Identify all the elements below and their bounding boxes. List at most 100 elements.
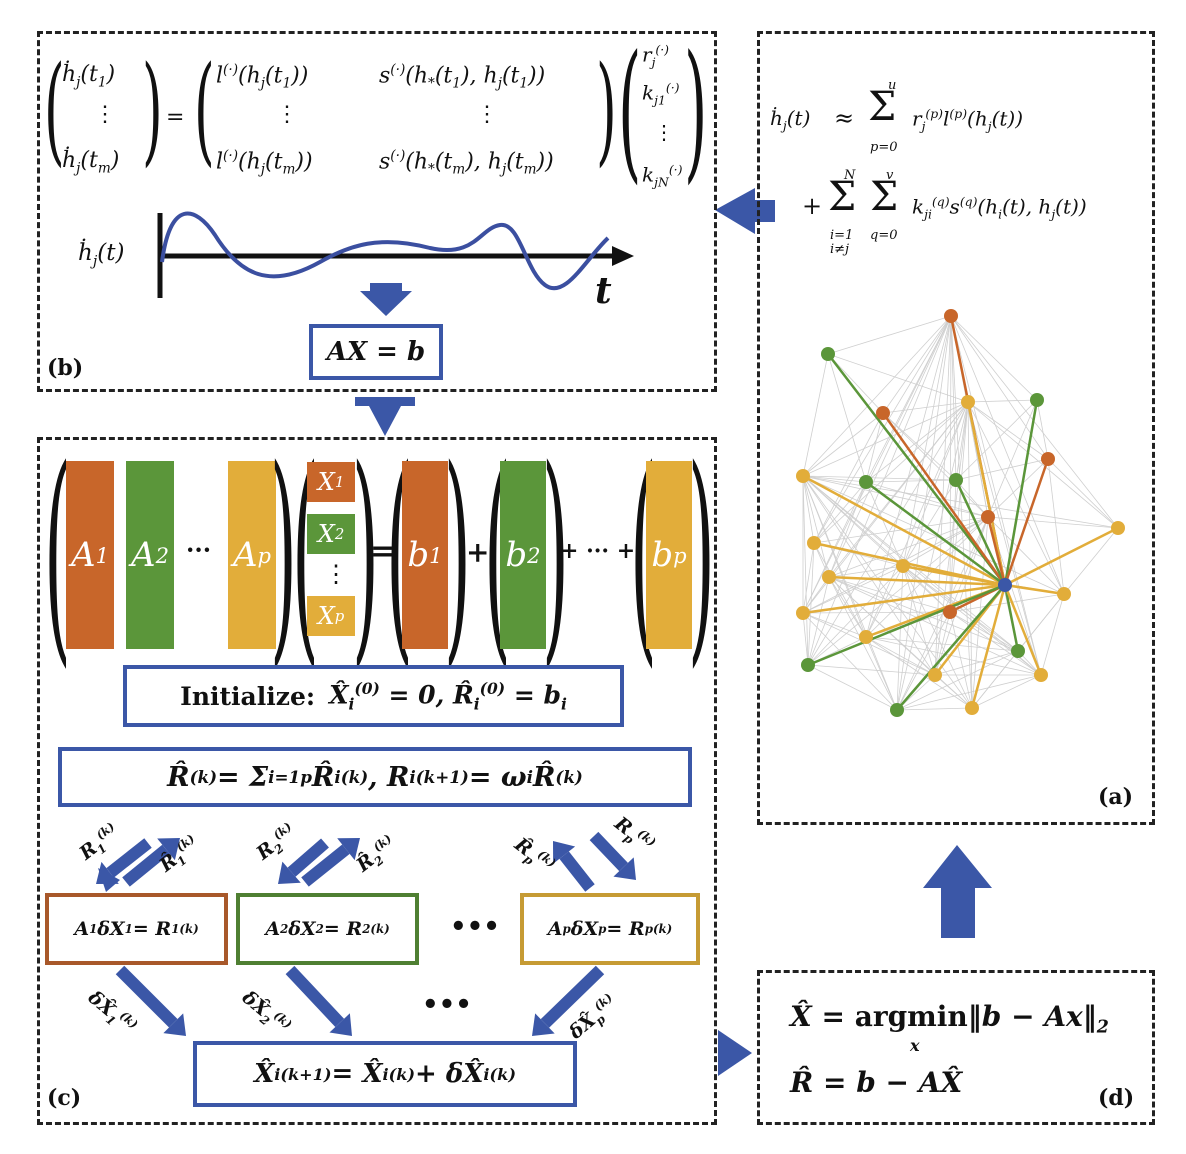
network-node: [1034, 668, 1048, 682]
network-node: [1011, 644, 1025, 658]
network-edge: [1047, 458, 1065, 595]
network-edge: [802, 611, 951, 614]
panel-a: [757, 31, 1155, 825]
network-edge: [802, 475, 1065, 595]
argmin-subscript: x: [910, 1036, 920, 1055]
network-edge: [802, 475, 830, 578]
arrow-dX2-shaft: [285, 965, 345, 1027]
hub-edge: [902, 564, 1006, 587]
arrow-R1hat-up-shaft: [122, 844, 170, 887]
network-edge: [802, 401, 969, 477]
panel-b: [37, 31, 717, 392]
network-node: [896, 559, 910, 573]
subproblem-2: A 2 δX 2 = R 2 (k): [236, 893, 419, 965]
network-edge: [896, 707, 973, 711]
network-edge: [865, 636, 1042, 676]
residual-equation: R̂ = b − AX̂: [790, 1066, 963, 1099]
network-edge: [813, 481, 867, 544]
network-edge: [802, 315, 952, 477]
network-edge: [802, 612, 898, 711]
arrow-dX1-head: [163, 1013, 186, 1036]
paren-X-right: ): [352, 421, 379, 688]
network-edge: [802, 612, 809, 666]
curve-label: ḣj(t): [78, 240, 125, 270]
axb-box: AX = b: [309, 324, 443, 380]
equals-sign: =: [370, 534, 396, 569]
network-edge: [950, 315, 1119, 529]
network-edge: [949, 593, 1065, 613]
arrow-dXp-shaft: [540, 965, 605, 1028]
network-edge: [865, 479, 957, 483]
network-edge: [967, 401, 1042, 676]
network-edge: [896, 650, 1019, 711]
network-edge: [802, 565, 904, 614]
network-edge: [902, 315, 952, 567]
network-edge: [902, 401, 969, 567]
hub-edge: [802, 474, 1006, 587]
network-node: [876, 406, 890, 420]
arrow-R1-down-head: [96, 861, 119, 884]
network-edge: [865, 481, 904, 567]
network-edge: [902, 565, 951, 613]
arrow-Rp-down-head: [613, 857, 636, 880]
network-edge: [1040, 593, 1065, 676]
arrow-R2-down-shaft: [287, 838, 329, 877]
network-edge: [955, 479, 989, 518]
network-edge: [807, 401, 969, 666]
arrow-down-inner: [360, 283, 412, 316]
arrow-R1hat-up-head: [157, 838, 180, 861]
network-edge: [949, 315, 952, 613]
network-edge: [902, 565, 973, 709]
network-edge: [813, 401, 969, 544]
network-node: [1041, 452, 1055, 466]
plus-dots: + ··· +: [560, 538, 636, 564]
hub-edge: [1003, 399, 1039, 586]
network-edge: [955, 399, 1038, 481]
network-edge: [865, 636, 936, 676]
network-edge: [828, 315, 952, 578]
network-edge: [828, 576, 1019, 652]
network-node: [796, 469, 810, 483]
panel-a-label: (a): [1098, 784, 1134, 810]
network-node: [796, 606, 810, 620]
network-node: [928, 668, 942, 682]
network-edge: [865, 412, 884, 483]
panel-c-label: (c): [47, 1085, 82, 1111]
argmin-equation: X̂ = argmin‖b − Ax‖2: [790, 1000, 1109, 1038]
network-edge: [896, 611, 951, 711]
arrow-Rphat-up-head: [553, 841, 576, 864]
panel-b-label: (b): [47, 355, 84, 381]
network-edge: [828, 576, 1042, 676]
network-hub-edges: [802, 315, 1119, 711]
network-edge: [828, 481, 867, 578]
network-edge: [802, 475, 973, 709]
hub-edge: [1003, 458, 1050, 586]
network-edge: [934, 674, 973, 709]
network-edge: [807, 664, 936, 676]
network-edge: [827, 353, 867, 483]
network-edge: [950, 315, 973, 709]
x-axis-arrowhead: [612, 246, 634, 266]
arrow-R1-down-shaft: [106, 838, 152, 878]
network-edge: [971, 674, 1042, 709]
hub-edge: [881, 412, 1007, 586]
arrow-dXp-head: [532, 1013, 555, 1036]
network-edge: [813, 542, 867, 638]
hub-edge: [1003, 584, 1020, 652]
network-edge: [802, 475, 936, 676]
hub-edge: [954, 479, 1007, 586]
network-edge: [967, 399, 1038, 403]
network-edge: [950, 315, 957, 481]
network-node: [1111, 521, 1125, 535]
network-edge: [934, 516, 989, 676]
network-edge: [807, 516, 989, 666]
network-edge: [802, 475, 951, 613]
network-edge: [802, 475, 1119, 529]
network-edge: [987, 399, 1038, 518]
network-edge: [955, 458, 1049, 481]
